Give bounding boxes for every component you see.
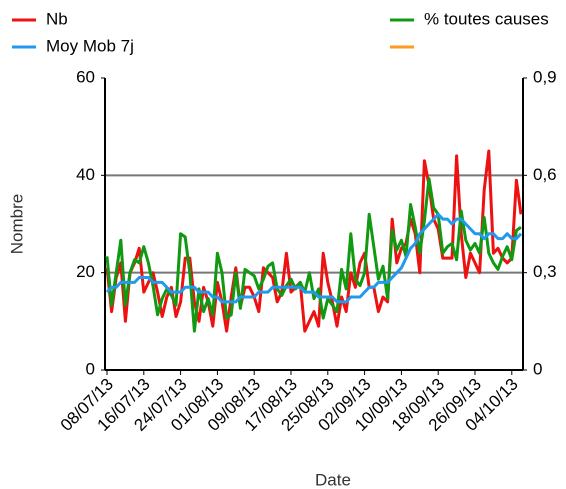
x-axis-title: Date (315, 470, 351, 489)
y-tick-label: 60 (76, 67, 95, 86)
y-tick-label: 40 (76, 165, 95, 184)
y2-tick-label: 0,3 (533, 262, 557, 281)
legend-label: Nb (46, 9, 68, 28)
y2-tick-label: 0,9 (533, 67, 557, 86)
y-tick-label: 20 (76, 262, 95, 281)
series-line (105, 177, 522, 333)
legend-label: % toutes causes (424, 9, 549, 28)
y-tick-label: 0 (86, 359, 95, 378)
y2-tick-label: 0,6 (533, 165, 557, 184)
series-line (105, 212, 523, 304)
legend-label: Moy Mob 7j (46, 36, 134, 55)
y-axis-title: Nombre (7, 194, 26, 254)
y2-tick-label: 0 (533, 359, 542, 378)
series-line (105, 149, 523, 333)
